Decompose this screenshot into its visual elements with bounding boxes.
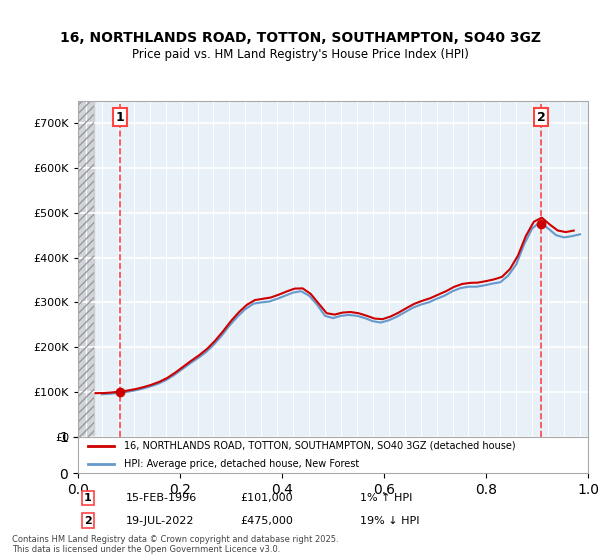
Text: £475,000: £475,000 <box>240 516 293 526</box>
Text: 1: 1 <box>115 111 124 124</box>
Text: Price paid vs. HM Land Registry's House Price Index (HPI): Price paid vs. HM Land Registry's House … <box>131 48 469 60</box>
Text: 16, NORTHLANDS ROAD, TOTTON, SOUTHAMPTON, SO40 3GZ (detached house): 16, NORTHLANDS ROAD, TOTTON, SOUTHAMPTON… <box>124 441 515 451</box>
Text: 19-JUL-2022: 19-JUL-2022 <box>126 516 194 526</box>
Text: HPI: Average price, detached house, New Forest: HPI: Average price, detached house, New … <box>124 459 359 469</box>
Bar <box>78 101 94 437</box>
Text: 16, NORTHLANDS ROAD, TOTTON, SOUTHAMPTON, SO40 3GZ: 16, NORTHLANDS ROAD, TOTTON, SOUTHAMPTON… <box>59 31 541 45</box>
Text: £101,000: £101,000 <box>240 493 293 503</box>
Text: 15-FEB-1996: 15-FEB-1996 <box>126 493 197 503</box>
Text: 2: 2 <box>84 516 92 526</box>
Text: 19% ↓ HPI: 19% ↓ HPI <box>360 516 419 526</box>
Bar <box>78 101 94 437</box>
Text: 2: 2 <box>536 111 545 124</box>
Text: Contains HM Land Registry data © Crown copyright and database right 2025.
This d: Contains HM Land Registry data © Crown c… <box>12 535 338 554</box>
Text: 1% ↑ HPI: 1% ↑ HPI <box>360 493 412 503</box>
Text: 1: 1 <box>84 493 92 503</box>
